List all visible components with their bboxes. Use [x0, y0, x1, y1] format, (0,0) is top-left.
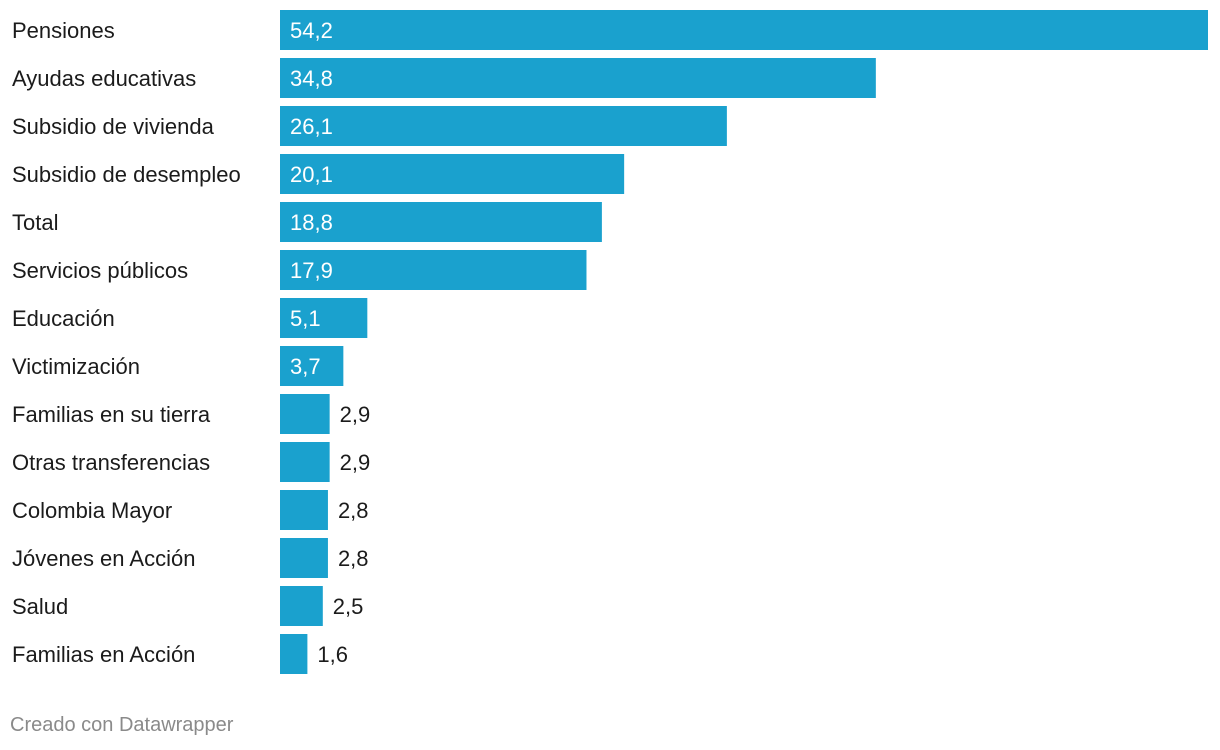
- bar: [280, 442, 330, 482]
- bar-row: Subsidio de vivienda 26,1: [12, 106, 727, 146]
- value-label: 5,1: [290, 306, 321, 331]
- value-label: 1,6: [317, 642, 348, 667]
- bar-row: Educación 5,1: [12, 298, 368, 338]
- bar: [280, 394, 330, 434]
- bar-row: Servicios públicos 17,9: [12, 250, 587, 290]
- bar-row: Otras transferencias 2,9: [12, 442, 370, 482]
- value-label: 20,1: [290, 162, 333, 187]
- bar-row: Ayudas educativas 34,8: [12, 58, 876, 98]
- value-label: 2,9: [340, 402, 371, 427]
- value-label: 2,8: [338, 498, 369, 523]
- category-label: Familias en su tierra: [12, 402, 211, 427]
- bar-row: Colombia Mayor 2,8: [12, 490, 369, 530]
- bar: [280, 490, 328, 530]
- bar-chart: Pensiones 54,2 Ayudas educativas 34,8 Subsid…: [12, 10, 1208, 674]
- bar: [280, 298, 368, 338]
- bar-row: Victimización 3,7: [12, 346, 344, 386]
- bar: [280, 634, 308, 674]
- value-label: 18,8: [290, 210, 333, 235]
- category-label: Victimización: [12, 354, 140, 379]
- value-label: 54,2: [290, 18, 333, 43]
- category-label: Ayudas educativas: [12, 66, 196, 91]
- category-label: Colombia Mayor: [12, 498, 172, 523]
- bar: [280, 250, 587, 290]
- category-label: Servicios públicos: [12, 258, 188, 283]
- bar: [280, 202, 602, 242]
- bar-row: Pensiones 54,2: [12, 10, 1208, 50]
- bar: [280, 586, 323, 626]
- category-label: Subsidio de desempleo: [12, 162, 241, 187]
- value-label: 2,5: [333, 594, 364, 619]
- category-label: Educación: [12, 306, 115, 331]
- category-label: Jóvenes en Acción: [12, 546, 195, 571]
- value-label: 34,8: [290, 66, 333, 91]
- bar-row: Total 18,8: [12, 202, 602, 242]
- bar-row: Subsidio de desempleo 20,1: [12, 154, 625, 194]
- value-label: 2,8: [338, 546, 369, 571]
- bar-row: Familias en su tierra 2,9: [12, 394, 370, 434]
- bar: [280, 106, 727, 146]
- bar: [280, 58, 876, 98]
- bar: [280, 10, 1208, 50]
- category-label: Otras transferencias: [12, 450, 210, 475]
- category-label: Subsidio de vivienda: [12, 114, 215, 139]
- bar-row: Jóvenes en Acción 2,8: [12, 538, 369, 578]
- value-label: 3,7: [290, 354, 321, 379]
- category-label: Pensiones: [12, 18, 115, 43]
- bar: [280, 538, 328, 578]
- bar-row: Salud 2,5: [12, 586, 363, 626]
- credit-text: Creado con Datawrapper: [10, 714, 234, 736]
- bar: [280, 346, 344, 386]
- value-label: 17,9: [290, 258, 333, 283]
- bar-row: Familias en Acción 1,6: [12, 634, 348, 674]
- value-label: 2,9: [340, 450, 371, 475]
- bar: [280, 154, 625, 194]
- category-label: Familias en Acción: [12, 642, 195, 667]
- category-label: Total: [12, 210, 58, 235]
- value-label: 26,1: [290, 114, 333, 139]
- category-label: Salud: [12, 594, 68, 619]
